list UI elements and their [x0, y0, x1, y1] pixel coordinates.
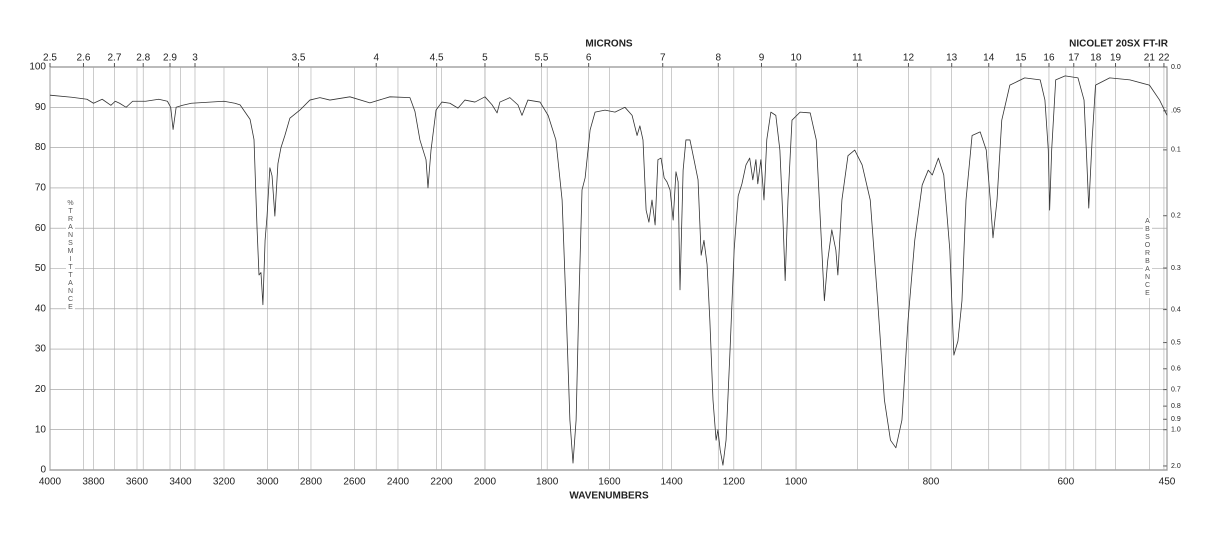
y-tick-label: 0 [40, 465, 46, 476]
x2-tick-label: 19 [1110, 53, 1122, 64]
x-tick-label: 4000 [39, 477, 62, 488]
x2-tick-label: 7 [660, 53, 666, 64]
x2-tick-label: 3.5 [292, 53, 306, 64]
y2-axis-title: ABSORBANCE [1143, 218, 1152, 298]
y-tick-label: 20 [35, 384, 47, 395]
x-tick-label: 3800 [82, 477, 105, 488]
x-tick-label: 2000 [474, 477, 497, 488]
x-tick-label: 1400 [660, 477, 683, 488]
x-tick-label: 3200 [213, 477, 236, 488]
y-tick-label: 60 [35, 223, 47, 234]
x2-tick-label: 5 [482, 53, 488, 64]
y-tick-label: 10 [35, 424, 47, 435]
x-tick-label: 1000 [785, 477, 808, 488]
x2-axis-title: MICRONS [585, 39, 633, 50]
x-axis-title: WAVENUMBERS [569, 491, 649, 502]
x2-tick-label: 4 [373, 53, 379, 64]
x2-tick-label: 11 [852, 53, 863, 64]
x-tick-label: 3400 [169, 477, 192, 488]
y-tick-label: 90 [35, 102, 47, 113]
y2-tick-label: 0.2 [1171, 213, 1181, 220]
x-tick-label: 1600 [598, 477, 621, 488]
instrument-label: NICOLET 20SX FT-IR [1069, 39, 1169, 50]
y2-tick-label: 2.0 [1171, 463, 1181, 470]
x2-tick-label: 2.8 [136, 53, 150, 64]
x2-tick-label: 22 [1158, 53, 1170, 64]
y-tick-label: 40 [35, 303, 47, 314]
y2-tick-label: 1.0 [1171, 427, 1181, 434]
x2-tick-label: 9 [759, 53, 765, 64]
x2-tick-label: 2.9 [163, 53, 177, 64]
x-tick-label: 2400 [387, 477, 410, 488]
y-axis-title: %TRANSMITTANCE [66, 200, 75, 312]
x2-tick-label: 21 [1144, 53, 1156, 64]
x2-tick-label: 5.5 [535, 53, 549, 64]
x2-tick-label: 2.7 [107, 53, 121, 64]
x2-tick-label: 12 [903, 53, 915, 64]
y2-tick-label: 0.8 [1171, 403, 1181, 410]
x-tick-label: 2600 [343, 477, 366, 488]
x-tick-label: 2800 [300, 477, 323, 488]
y2-tick-label: 0.1 [1171, 147, 1181, 154]
y2-tick-label: 0.5 [1171, 339, 1181, 346]
y2-tick-label: 0.9 [1171, 416, 1181, 423]
x-tick-label: 3000 [256, 477, 279, 488]
x2-tick-label: 18 [1090, 53, 1102, 64]
x2-tick-label: 10 [790, 53, 802, 64]
x-tick-label: 800 [923, 477, 940, 488]
y2-tick-label: 0.6 [1171, 366, 1181, 373]
x2-tick-label: 6 [586, 53, 592, 64]
x-tick-label: 600 [1057, 477, 1074, 488]
x2-tick-label: 2.6 [77, 53, 91, 64]
x2-tick-label: 17 [1068, 53, 1080, 64]
x2-tick-label: 15 [1015, 53, 1027, 64]
y-tick-label: 80 [35, 142, 47, 153]
x2-tick-label: 13 [946, 53, 958, 64]
x-tick-label: 1800 [536, 477, 559, 488]
x-tick-label: 2200 [430, 477, 453, 488]
x2-tick-label: 16 [1043, 53, 1055, 64]
y2-tick-label: .05 [1171, 108, 1181, 115]
y2-tick-label: 0.7 [1171, 386, 1181, 393]
y2-tick-label: 0.3 [1171, 265, 1181, 272]
y-tick-label: 70 [35, 183, 47, 194]
x-tick-label: 3600 [126, 477, 149, 488]
x-tick-label: 1200 [723, 477, 746, 488]
x2-tick-label: 4.5 [430, 53, 444, 64]
spectrum-line [49, 75, 1168, 466]
x2-tick-label: 8 [715, 53, 721, 64]
x2-tick-label: 2.5 [43, 53, 57, 64]
y2-tick-label: 0.0 [1171, 64, 1181, 71]
y-tick-label: 100 [29, 62, 46, 73]
x2-tick-label: 3 [192, 53, 198, 64]
y-tick-label: 30 [35, 344, 47, 355]
x2-tick-label: 14 [983, 53, 995, 64]
x-tick-label: 450 [1159, 477, 1176, 488]
y2-tick-label: 0.4 [1171, 306, 1181, 313]
y-tick-label: 50 [35, 263, 47, 274]
